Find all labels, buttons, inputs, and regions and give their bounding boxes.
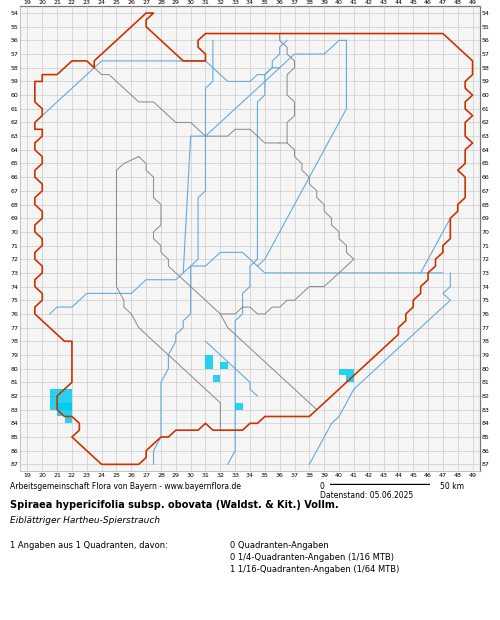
Text: 0 Quadranten-Angaben: 0 Quadranten-Angaben	[230, 541, 329, 550]
Text: Arbeitsgemeinschaft Flora von Bayern - www.bayernflora.de: Arbeitsgemeinschaft Flora von Bayern - w…	[10, 482, 241, 492]
Text: 0: 0	[320, 482, 325, 492]
Bar	[57, 403, 72, 417]
Text: 1 Angaben aus 1 Quadranten, davon:: 1 Angaben aus 1 Quadranten, davon:	[10, 541, 168, 550]
Text: 50 km: 50 km	[440, 482, 464, 492]
Text: Datenstand: 05.06.2025: Datenstand: 05.06.2025	[320, 491, 413, 500]
Bar	[220, 362, 228, 369]
Bar	[213, 376, 220, 383]
Bar	[206, 355, 213, 369]
Bar	[50, 389, 72, 410]
Text: Spiraea hypericifolia subsp. obovata (Waldst. & Kit.) Vollm.: Spiraea hypericifolia subsp. obovata (Wa…	[10, 500, 338, 510]
Text: 0 1/4-Quadranten-Angaben (1/16 MTB): 0 1/4-Quadranten-Angaben (1/16 MTB)	[230, 553, 394, 562]
Bar	[346, 376, 354, 383]
Bar	[64, 417, 72, 423]
Bar	[235, 403, 242, 410]
Text: 1 1/16-Quadranten-Angaben (1/64 MTB): 1 1/16-Quadranten-Angaben (1/64 MTB)	[230, 565, 400, 575]
Text: Eiblättriger Hartheu-Spierstrauch: Eiblättriger Hartheu-Spierstrauch	[10, 516, 160, 525]
Bar	[339, 369, 354, 376]
